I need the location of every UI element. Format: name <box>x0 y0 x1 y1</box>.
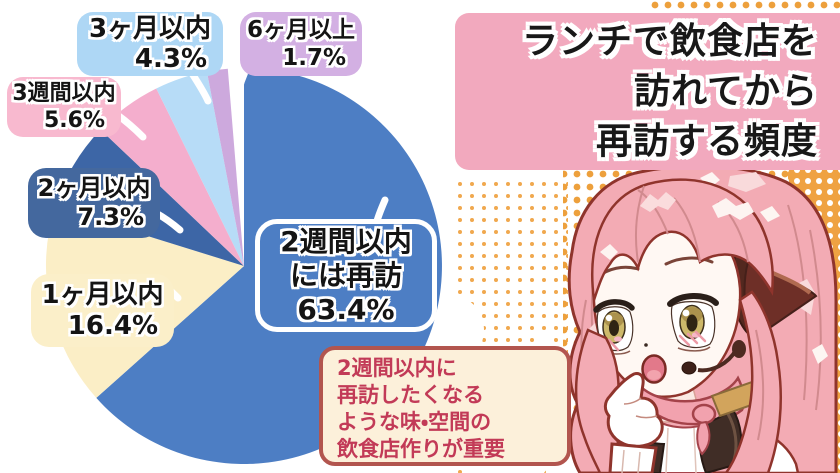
slice-percent: 4.3% <box>134 44 207 74</box>
right-eye <box>667 293 719 352</box>
slice-callout-1month: 1ヶ月以内 16.4% <box>31 274 174 347</box>
character-illustration <box>567 164 838 473</box>
slice-percent: 5.6% <box>43 108 105 133</box>
title-line-2: 訪れてから <box>634 70 818 112</box>
slice-callout-3weeks: 3週間以内 5.6% <box>7 77 121 137</box>
slice-label: 6ヶ月以上 <box>246 17 355 43</box>
slice-label: 2ヶ月以内 <box>37 174 151 202</box>
title-line-1: ランチで飲食店を <box>521 20 818 62</box>
slice-label: 3週間以内 <box>12 81 116 106</box>
pie-slice <box>206 68 244 266</box>
scarf-knot <box>691 403 717 425</box>
title-line-3: 再訪する頻度 <box>595 120 818 162</box>
slice-percent: 7.3% <box>77 203 144 231</box>
slice-percent: 63.4% <box>297 292 395 326</box>
slice-label: 3ヶ月以内 <box>88 14 212 44</box>
slice-callout-2weeks-main: 2週間以内 には再訪 63.4% <box>255 219 437 332</box>
beauty-mark <box>644 343 648 347</box>
title-banner: ランチで飲食店を 訪れてから 再訪する頻度 <box>455 13 840 170</box>
slice-callout-2months: 2ヶ月以内 7.3% <box>28 168 160 238</box>
headset-mic <box>681 340 746 375</box>
slice-callout-6months: 6ヶ月以上 1.7% <box>240 12 362 76</box>
slice-label: 1ヶ月以内 <box>41 279 164 310</box>
slice-percent: 16.4% <box>67 310 158 341</box>
glove-cuff <box>608 442 658 473</box>
glove-hand <box>603 372 664 473</box>
slice-percent: 1.7% <box>282 45 346 71</box>
scarf-tail <box>696 420 711 456</box>
pie-slice <box>156 71 244 266</box>
conclusion-note: 2週間以内に 再訪したくなる ような味・空間の 飲食店作りが重要 <box>319 346 571 466</box>
slice-label: 2週間以内 には再訪 <box>280 224 412 292</box>
slice-callout-3months: 3ヶ月以内 4.3% <box>77 12 223 76</box>
